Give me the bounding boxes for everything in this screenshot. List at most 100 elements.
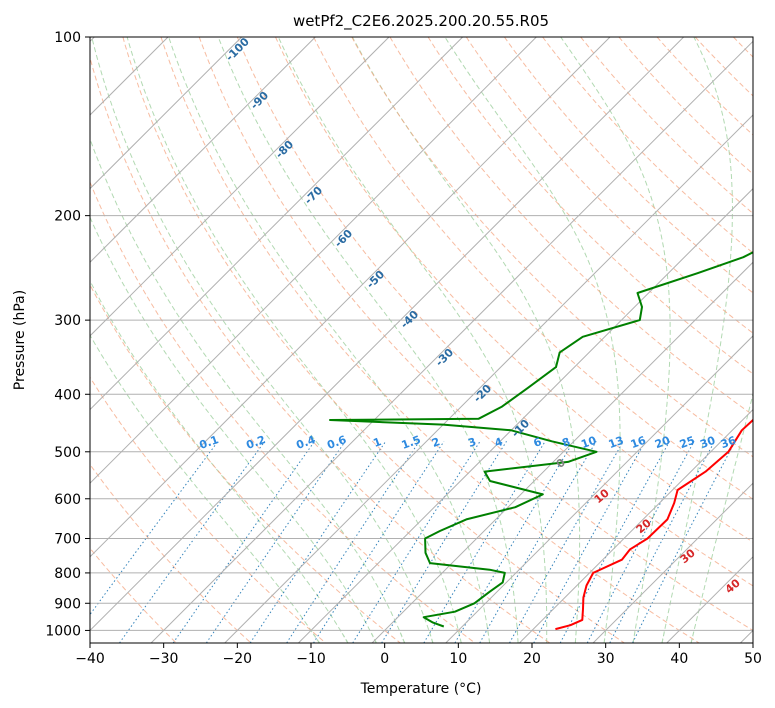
x-tick-label: −30 <box>149 651 179 667</box>
y-tick-label: 700 <box>54 532 81 548</box>
plot-frame <box>89 36 754 644</box>
mixing-ratio-label: 13 <box>607 434 626 451</box>
mixing-ratio-line <box>90 440 219 616</box>
mixing-ratio-label: 30 <box>698 434 717 452</box>
y-tick-label: 300 <box>54 313 81 329</box>
mixing-ratio-line <box>559 441 671 643</box>
isotherm-line <box>90 37 243 190</box>
dry-adiabat-line <box>542 37 753 254</box>
y-tick-label: 900 <box>54 596 81 612</box>
isotherm-line <box>90 37 685 632</box>
y-tick-label: 400 <box>54 387 81 403</box>
mixing-ratio-line <box>172 441 316 643</box>
y-tick-label: 200 <box>54 209 81 225</box>
x-axis: −40 −30 −20 −10 0 10 20 30 40 50 <box>75 643 762 667</box>
isotherm-line <box>90 37 390 337</box>
moist-adiabat-line <box>217 37 519 643</box>
y-tick-label: 800 <box>54 566 81 582</box>
dry-adiabat-line <box>122 37 625 643</box>
y-tick-label: 600 <box>54 492 81 508</box>
y-tick-label: 1000 <box>45 623 81 639</box>
mixing-ratio-line <box>479 441 597 643</box>
isotherm-line <box>445 335 753 643</box>
isotherm-line <box>90 37 611 558</box>
dry-adiabat-line <box>198 37 753 632</box>
x-tick-label: 10 <box>449 651 467 667</box>
mixing-ratio-line <box>352 441 481 643</box>
y-tick-label: 500 <box>54 445 81 461</box>
isotherm-line <box>519 408 753 643</box>
isotherm-line <box>298 187 753 643</box>
mixing-ratio-label: 10 <box>579 434 598 452</box>
moist-adiabat-line <box>91 37 434 643</box>
dry-adiabat-line <box>313 37 753 500</box>
mixing-ratio-label: 0.1 <box>198 433 221 452</box>
moist-adiabat-line <box>126 37 462 643</box>
mixing-ratio-line <box>533 441 646 643</box>
y-axis-label: Pressure (hPa) <box>12 290 28 390</box>
isotherm-line <box>592 482 753 643</box>
mixing-ratio-label: 1 <box>371 435 383 450</box>
dry-adiabat-line <box>160 37 700 643</box>
isotherm-line <box>90 37 464 411</box>
skewed-isotherms <box>90 37 753 643</box>
dry-adiabats <box>90 37 753 643</box>
dry-adiabat-line <box>90 463 252 643</box>
moist-adiabat-line <box>168 37 491 643</box>
moist-adiabat-line <box>351 37 581 643</box>
x-tick-label: 20 <box>523 651 541 667</box>
x-tick-label: 40 <box>670 651 688 667</box>
profile-lines <box>329 251 753 631</box>
mixing-ratio-label: 1.5 <box>400 433 423 452</box>
dry-adiabat-line <box>427 37 753 375</box>
dry-adiabat-line <box>503 37 753 294</box>
moist-adiabat-line <box>90 334 320 643</box>
moist-adiabat-line <box>444 37 621 643</box>
mixing-ratio-label: 8 <box>560 435 572 450</box>
y-tick-label: 100 <box>54 30 81 46</box>
mixing-ratio-lines <box>90 440 736 643</box>
x-tick-label: −20 <box>223 651 253 667</box>
y-axis: 100 200 300 400 500 600 700 800 900 1000 <box>45 30 90 639</box>
mixing-ratio-line <box>205 441 346 643</box>
chart-title: wetPf2_C2E6.2025.200.20.55.R05 <box>293 12 549 31</box>
x-tick-label: 30 <box>597 651 615 667</box>
moist-adiabat-line <box>90 216 377 643</box>
x-tick-label: 0 <box>380 651 389 667</box>
moist-adiabats <box>90 37 753 643</box>
mixing-ratio-line <box>509 441 624 643</box>
dry-adiabat-line <box>618 37 753 175</box>
isotherm-line <box>90 37 537 484</box>
mixing-ratio-line <box>454 441 575 643</box>
isotherm-line <box>371 261 753 643</box>
mixing-ratio-label: 3 <box>466 435 478 450</box>
mixing-ratio-label: 20 <box>653 434 672 452</box>
moist-adiabat-line <box>90 137 406 643</box>
dry-adiabat-line <box>389 37 753 416</box>
mixing-ratio-label: 16 <box>629 434 648 452</box>
dewpoint-profile-line <box>329 251 753 628</box>
moist-adiabat-line <box>277 37 548 643</box>
isotherm-line <box>90 37 316 263</box>
x-axis-label: Temperature (°C) <box>360 681 482 697</box>
temperature-profile-line <box>555 418 753 631</box>
mixing-ratio-label: 4 <box>493 435 505 450</box>
mixing-ratio-label: 2 <box>430 435 442 450</box>
mixing-ratio-label: 0.2 <box>245 433 268 452</box>
mixing-ratio-line <box>313 441 445 643</box>
dry-adiabat-line <box>236 37 753 587</box>
mixing-ratio-label: 0.6 <box>325 433 348 452</box>
mixing-ratio-line <box>286 441 420 643</box>
mixing-ratio-label: 36 <box>719 434 738 452</box>
x-tick-label: 50 <box>744 651 762 667</box>
mixing-ratio-line <box>249 441 387 643</box>
isotherm-line <box>150 40 753 643</box>
plot-area: 0.1 0.2 0.4 0.6 1 1.5 2 3 4 6 8 10 13 16 20 25 30 36-100-… <box>90 37 753 643</box>
dry-adiabat-line <box>90 55 550 643</box>
mixing-ratio-line <box>119 441 266 643</box>
mixing-ratio-label: 6 <box>532 435 544 450</box>
mixing-ratio-label: 0.4 <box>295 433 318 452</box>
mixing-ratio-label: 25 <box>678 434 697 451</box>
